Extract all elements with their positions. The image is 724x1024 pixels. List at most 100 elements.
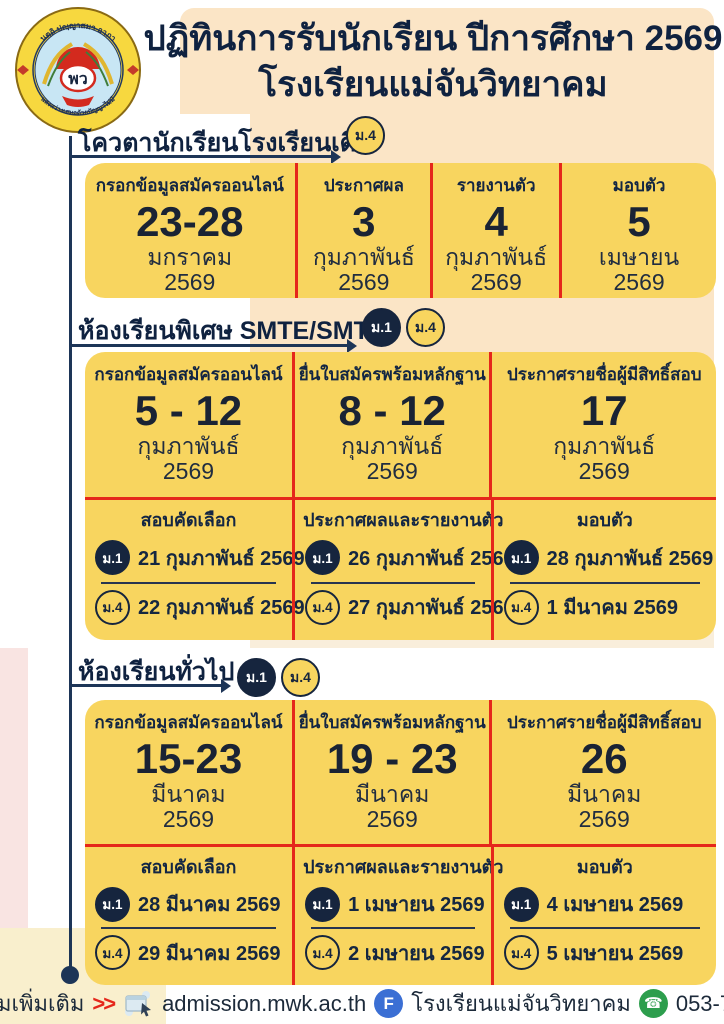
- schedule-label: สอบคัดเลือก: [140, 510, 237, 531]
- phase-year: 2569: [366, 458, 418, 485]
- phase-day: 19 - 23: [326, 735, 458, 782]
- phase-cell: ยื่นใบสมัครพร้อมหลักฐาน 19 - 23 มีนาคม 2…: [291, 700, 490, 844]
- smte-schedule-table: กรอกข้อมูลสมัครออนไลน์ 5 - 12 กุมภาพันธ์…: [85, 352, 716, 640]
- row-divider: [101, 927, 277, 930]
- phase-cell: กรอกข้อมูลสมัครออนไลน์ 23-28 มกราคม 2569: [85, 163, 295, 298]
- schedule-date: 5 เมษายน 2569: [546, 942, 684, 965]
- section-general-title: ห้องเรียนทั่วไป: [78, 658, 235, 686]
- phase-label: รายงานตัว: [456, 176, 536, 195]
- grade-m1-badge: ม.1: [95, 540, 130, 576]
- phase-label: กรอกข้อมูลสมัครออนไลน์: [94, 365, 283, 384]
- facebook-icon: F: [374, 989, 404, 1018]
- phase-label: กรอกข้อมูลสมัครออนไลน์: [95, 176, 284, 195]
- schedule-date: 28 กุมภาพันธ์ 2569: [546, 547, 714, 570]
- grade-m1-badge: ม.1: [237, 658, 276, 697]
- schedule-row-m4: ม.4 2 เมษายน 2569: [303, 929, 485, 976]
- schedule-date: 4 เมษายน 2569: [546, 894, 684, 917]
- row-divider: [509, 581, 700, 584]
- schedule-row-m1: ม.1 21 กุมภาพันธ์ 2569: [93, 534, 305, 581]
- grade-m4-badge: ม.4: [305, 935, 341, 971]
- schedule-date: 29 มีนาคม 2569: [138, 942, 281, 965]
- schedule-cell: มอบตัว ม.1 4 เมษายน 2569 ม.4 5 เมษายน 25…: [490, 846, 716, 985]
- schedule-cell: สอบคัดเลือก ม.1 28 มีนาคม 2569 ม.4 29 มี…: [85, 847, 292, 985]
- phase-month: กุมภาพันธ์: [341, 433, 444, 460]
- schedule-row-m1: ม.1 1 เมษายน 2569: [303, 881, 485, 928]
- phase-label: มอบตัว: [612, 176, 666, 195]
- title-background-band: [180, 8, 714, 114]
- phase-year: 2569: [162, 458, 215, 485]
- phase-month: มีนาคม: [355, 781, 430, 808]
- row-divider: [509, 927, 700, 930]
- grade-m4-badge: ม.4: [281, 658, 320, 697]
- phase-year: 2569: [613, 269, 665, 296]
- grade-m4-badge: ม.4: [503, 935, 539, 971]
- phase-cell: ประกาศรายชื่อผู้มีสิทธิ์สอบ 17 กุมภาพันธ…: [489, 352, 716, 498]
- section-general-arrow: [70, 678, 231, 693]
- contact-footer: สอบถามเพิ่มเติม >> admission.mwk.ac.th F…: [0, 986, 724, 1021]
- phase-year: 2569: [164, 269, 216, 296]
- red-divider: [85, 843, 716, 847]
- schedule-row-m4: ม.4 29 มีนาคม 2569: [93, 929, 284, 976]
- schedule-cell: ประกาศผลและรายงานตัว ม.1 1 เมษายน 2569 ม…: [292, 846, 504, 985]
- grade-m4-badge: ม.4: [305, 589, 341, 625]
- page-title: ปฏิทินการรับนักเรียน ปีการศึกษา 2569 โรง…: [144, 16, 723, 107]
- phase-day: 15-23: [134, 735, 243, 782]
- phase-year: 2569: [366, 806, 418, 833]
- school-logo-emblem: พว นตฺถิ ปญฺญาสมา อาภา แสงสว่างเสมอด้วยป…: [15, 7, 141, 133]
- grade-m4-badge: ม.4: [503, 589, 539, 625]
- section-smte-arrow: [70, 338, 357, 353]
- logo-monogram: พว: [68, 71, 88, 88]
- row-divider: [311, 927, 475, 930]
- phase-year: 2569: [470, 269, 522, 296]
- row-divider: [101, 581, 277, 584]
- schedule-date: 28 มีนาคม 2569: [138, 894, 281, 917]
- grade-m1-badge: ม.1: [503, 540, 539, 576]
- phase-cell: ประกาศรายชื่อผู้มีสิทธิ์สอบ 26 มีนาคม 25…: [489, 700, 716, 844]
- grade-m1-badge: ม.1: [362, 308, 401, 347]
- phase-month: เมษายน: [598, 244, 680, 271]
- schedule-label: ประกาศผลและรายงานตัว: [303, 510, 504, 531]
- phase-month: มีนาคม: [567, 781, 642, 808]
- phase-month: กุมภาพันธ์: [553, 433, 656, 460]
- schedule-label: สอบคัดเลือก: [140, 856, 237, 877]
- schedule-row-m4: ม.4 22 กุมภาพันธ์ 2569: [93, 584, 305, 631]
- website-icon: [125, 990, 152, 1016]
- timeline-end-dot: [61, 966, 79, 984]
- phase-cell: กรอกข้อมูลสมัครออนไลน์ 5 - 12 กุมภาพันธ์…: [85, 352, 292, 497]
- schedule-date: 21 กุมภาพันธ์ 2569: [138, 547, 305, 570]
- phase-day: 23-28: [136, 198, 244, 245]
- phase-day: 8 - 12: [338, 387, 446, 434]
- phase-month: กุมภาพันธ์: [137, 433, 240, 460]
- schedule-row-m4: ม.4 27 กุมภาพันธ์ 2569: [303, 584, 515, 631]
- schedule-cell: มอบตัว ม.1 28 กุมภาพันธ์ 2569 ม.4 1 มีนา…: [490, 500, 716, 640]
- schedule-row-m1: ม.1 26 กุมภาพันธ์ 2569: [303, 534, 515, 581]
- phase-label: กรอกข้อมูลสมัครออนไลน์: [94, 713, 283, 732]
- phase-month: กุมภาพันธ์: [312, 244, 415, 271]
- phase-month: มีนาคม: [151, 781, 226, 808]
- schedule-date: 22 กุมภาพันธ์ 2569: [138, 597, 305, 620]
- phase-cell: ประกาศผล 3 กุมภาพันธ์ 2569: [294, 163, 431, 298]
- grade-m1-badge: ม.1: [95, 886, 130, 922]
- phase-year: 2569: [578, 458, 630, 485]
- schedule-date: 26 กุมภาพันธ์ 2569: [348, 547, 515, 570]
- schedule-label: ประกาศผลและรายงานตัว: [303, 856, 504, 877]
- grade-m1-badge: ม.1: [305, 540, 341, 576]
- contact-label: สอบถามเพิ่มเติม: [0, 991, 85, 1016]
- timeline-line: [69, 136, 72, 976]
- schedule-row-m4: ม.4 5 เมษายน 2569: [502, 929, 708, 976]
- schedule-row-m1: ม.1 28 มีนาคม 2569: [93, 881, 284, 928]
- phase-day: 17: [580, 387, 628, 434]
- page-title-line1: ปฏิทินการรับนักเรียน ปีการศึกษา 2569: [143, 19, 723, 58]
- phase-year: 2569: [162, 806, 215, 833]
- schedule-date: 27 กุมภาพันธ์ 2569: [348, 597, 515, 620]
- quota-schedule-table: กรอกข้อมูลสมัครออนไลน์ 23-28 มกราคม 2569…: [85, 163, 716, 298]
- schedule-date: 1 เมษายน 2569: [348, 894, 485, 917]
- section-quota-title: โควตานักเรียนโรงเรียนเดิม: [78, 129, 373, 157]
- arrows-decoration: >>: [92, 990, 116, 1016]
- phase-label: ยื่นใบสมัครพร้อมหลักฐาน: [298, 713, 486, 732]
- phase-day: 26: [580, 735, 628, 782]
- phase-label: ยื่นใบสมัครพร้อมหลักฐาน: [298, 365, 486, 384]
- phase-day: 5: [627, 198, 651, 245]
- schedule-label: มอบตัว: [576, 856, 633, 877]
